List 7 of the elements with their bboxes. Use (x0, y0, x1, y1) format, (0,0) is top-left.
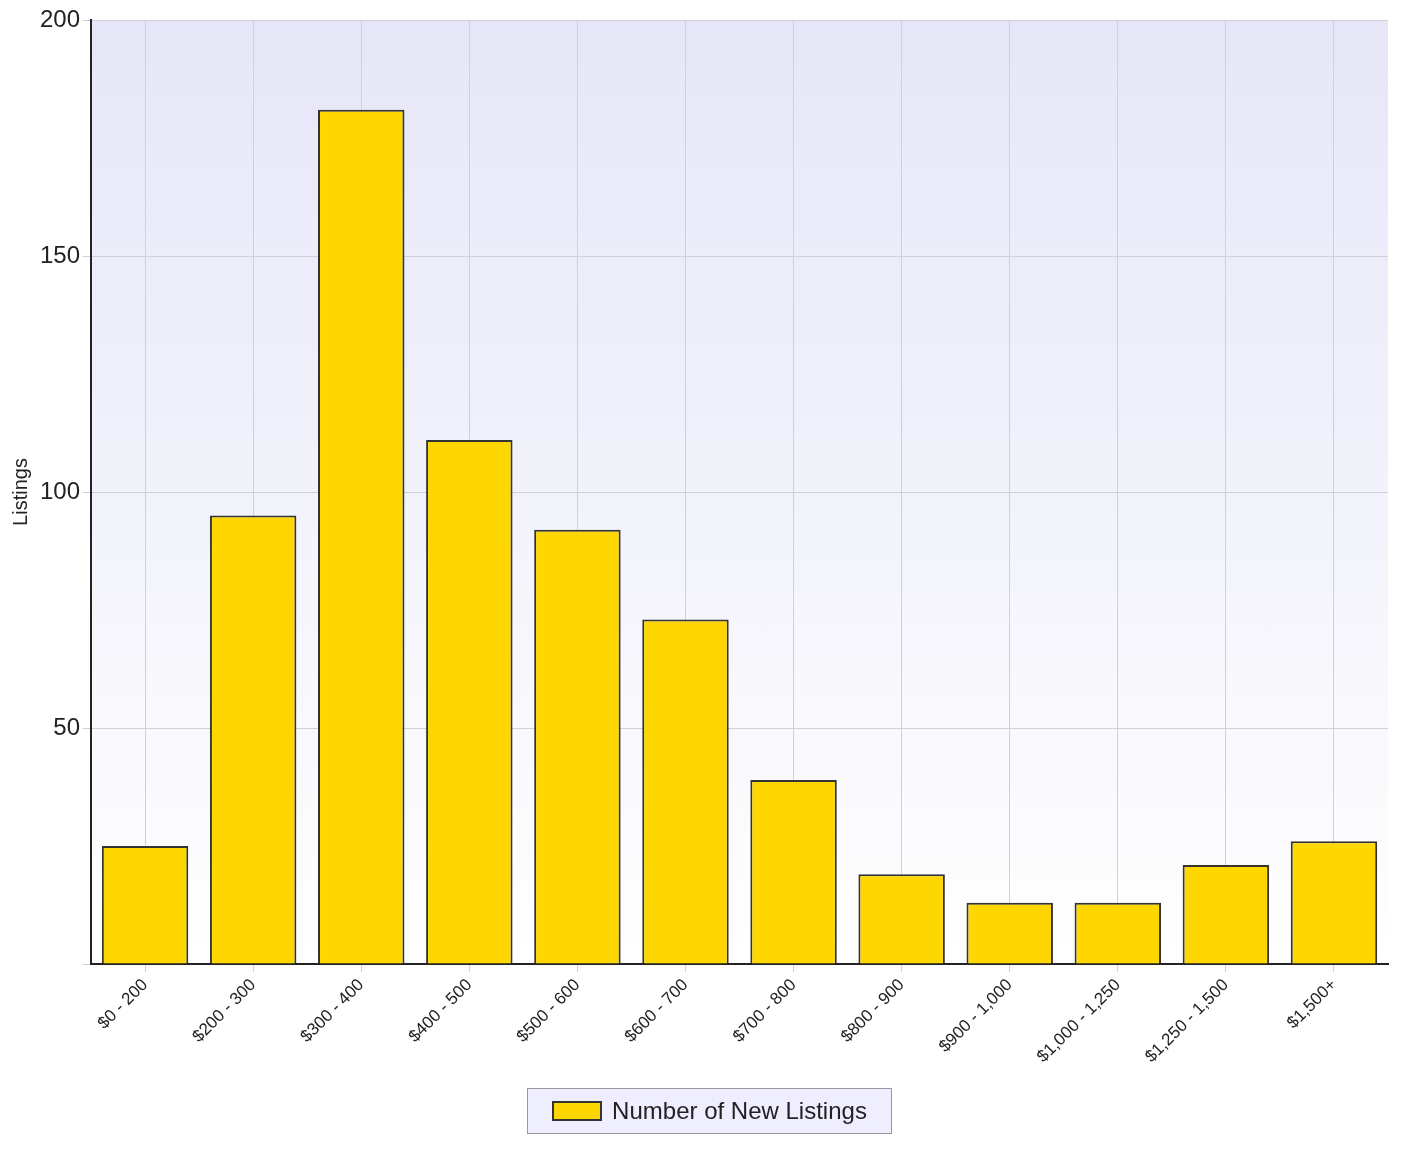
y-axis-title: Listings (8, 458, 31, 526)
y-tick-label: 150 (40, 240, 81, 268)
text: Number of New Listings (612, 1097, 867, 1125)
y-tick-label: 200 (40, 4, 81, 32)
x-tick-label: $0 - 200 (93, 974, 152, 1033)
y-tick-label: 100 (40, 476, 81, 504)
y-tick-label: 50 (53, 712, 81, 740)
